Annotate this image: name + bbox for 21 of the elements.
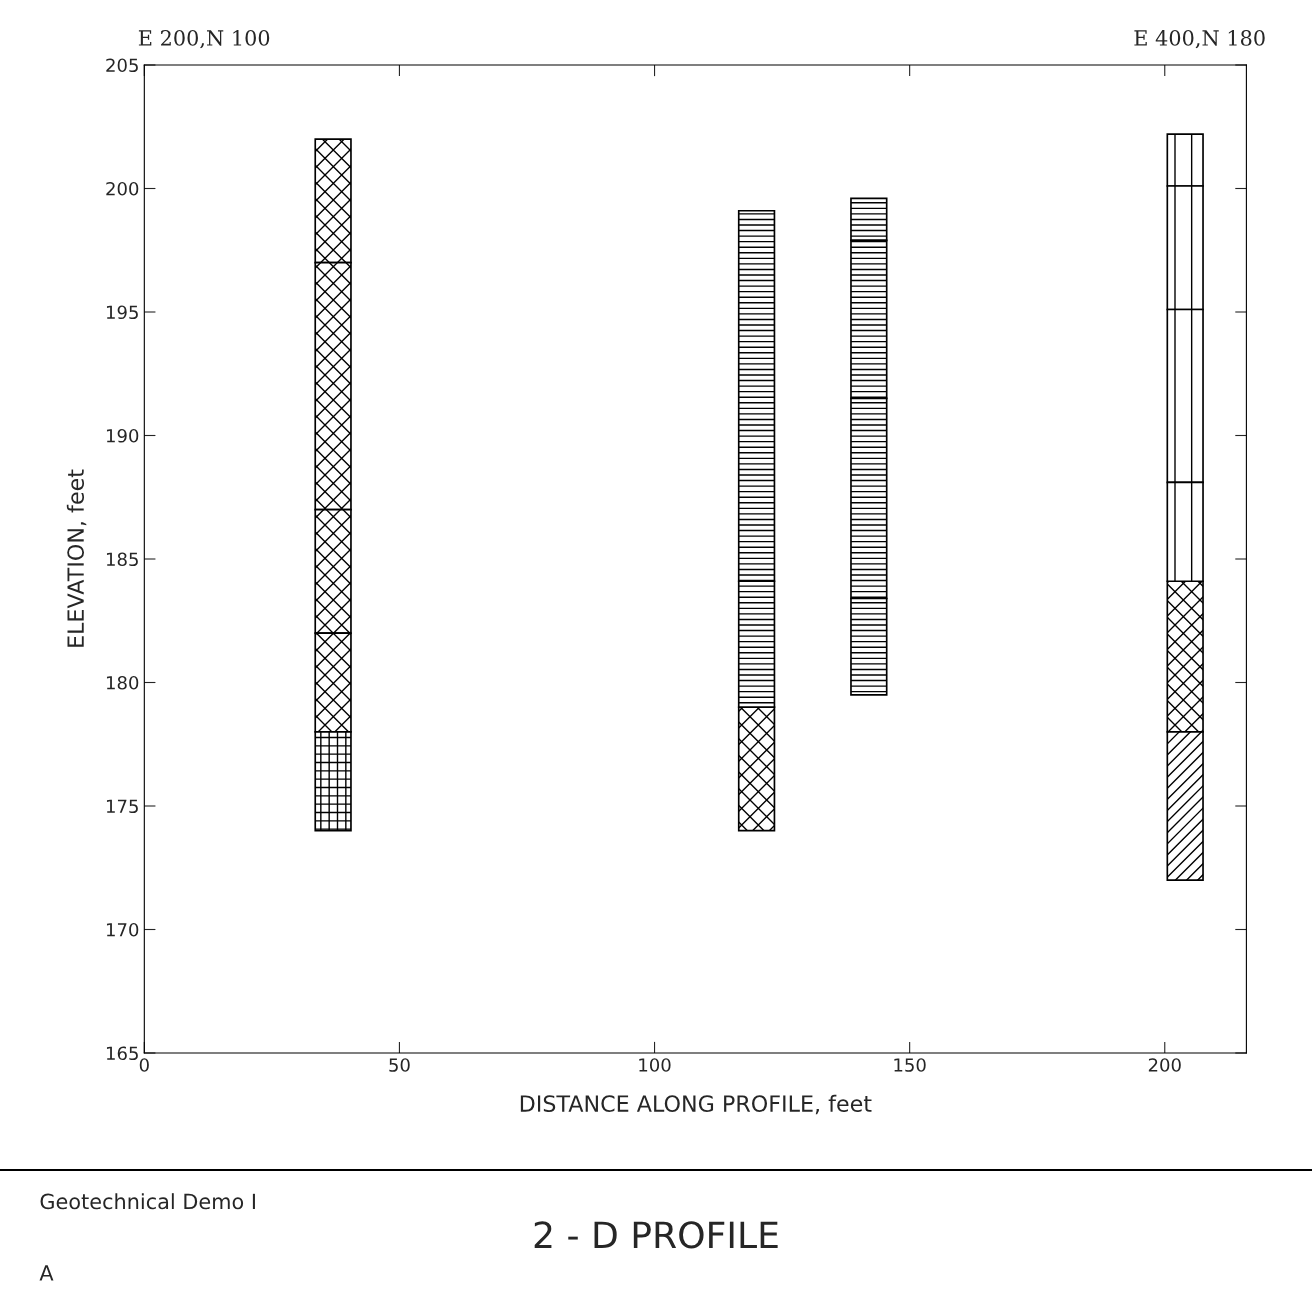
text: A <box>39 1265 54 1281</box>
y-tick-label: 200 <box>106 181 139 196</box>
text: E 400,N 180 <box>1134 30 1265 49</box>
x-tick-label: 150 <box>894 1058 926 1072</box>
y-tick-label: 170 <box>106 922 139 937</box>
text: Geotechnical Demo I <box>40 1193 255 1210</box>
text: 2 - D PROFILE <box>534 1221 778 1249</box>
y-tick-label: 180 <box>106 675 139 690</box>
y-axis-title: ELEVATION, feet <box>66 469 87 647</box>
text: E 200,N 100 <box>138 30 270 49</box>
y-tick-label: 205 <box>106 58 138 73</box>
y-tick-label: 165 <box>106 1046 138 1061</box>
x-tick-label: 100 <box>639 1058 671 1072</box>
y-tick-label: 175 <box>106 799 138 814</box>
y-tick-label: 190 <box>106 428 139 443</box>
x-axis-title: DISTANCE ALONG PROFILE, feet <box>520 1094 872 1115</box>
x-tick-label: 200 <box>1148 1058 1181 1072</box>
y-tick-label: 195 <box>106 305 138 320</box>
y-tick-label: 185 <box>106 552 138 567</box>
x-tick-label: 0 <box>139 1058 149 1072</box>
x-tick-label: 50 <box>389 1058 410 1072</box>
